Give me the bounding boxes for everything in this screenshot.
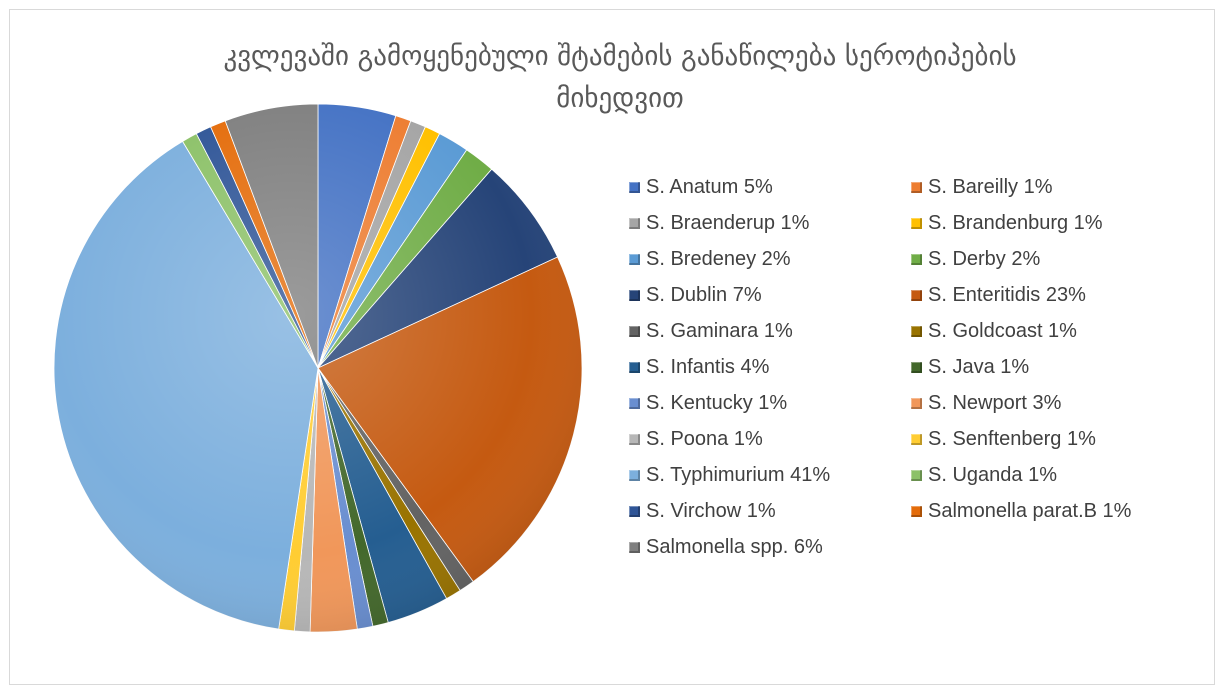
legend-item: S. Bredeney 2%	[629, 241, 791, 277]
chart-title-line-1: კვლევაში გამოყენებული შტამების განაწილებ…	[223, 41, 1017, 72]
legend-swatch	[629, 181, 640, 193]
legend-label: S. Brandenburg 1%	[928, 211, 1103, 234]
legend-label: S. Senftenberg 1%	[928, 427, 1096, 450]
legend-swatch	[911, 361, 922, 373]
legend-item: S. Dublin 7%	[629, 277, 762, 313]
pie-gloss	[54, 104, 582, 632]
legend-item: S. Poona 1%	[629, 421, 763, 457]
legend-item: S. Derby 2%	[911, 241, 1040, 277]
legend-swatch	[629, 325, 640, 337]
legend-item: S. Kentucky 1%	[629, 385, 787, 421]
legend-item: S. Java 1%	[911, 349, 1029, 385]
legend-swatch	[629, 505, 640, 517]
legend-swatch	[629, 361, 640, 373]
legend-swatch	[911, 433, 922, 445]
legend-item: Salmonella parat.B 1%	[911, 493, 1131, 529]
legend-label: S. Bredeney 2%	[646, 247, 791, 270]
legend-swatch	[911, 397, 922, 409]
legend-label: S. Braenderup 1%	[646, 211, 810, 234]
legend-item: S. Typhimurium 41%	[629, 457, 830, 493]
legend-label: S. Anatum 5%	[646, 175, 773, 198]
legend-label: S. Poona 1%	[646, 427, 763, 450]
legend-swatch	[629, 397, 640, 409]
chart-title-line-2: მიხედვით	[556, 83, 684, 114]
legend-label: S. Goldcoast 1%	[928, 319, 1077, 342]
legend-item: S. Newport 3%	[911, 385, 1061, 421]
legend-swatch	[911, 253, 922, 265]
legend-swatch	[629, 433, 640, 445]
legend-item: S. Gaminara 1%	[629, 313, 793, 349]
legend-item: S. Virchow 1%	[629, 493, 776, 529]
legend-label: S. Virchow 1%	[646, 499, 776, 522]
chart-title: კვლევაში გამოყენებული შტამების განაწილებ…	[120, 36, 1120, 120]
legend-label: S. Newport 3%	[928, 391, 1062, 414]
legend-swatch	[911, 469, 922, 481]
legend-item: S. Enteritidis 23%	[911, 277, 1086, 313]
legend-label: S. Typhimurium 41%	[646, 463, 831, 486]
legend-label: S. Infantis 4%	[646, 355, 770, 378]
legend-item: S. Uganda 1%	[911, 457, 1057, 493]
legend-item: S. Bareilly 1%	[911, 169, 1053, 205]
legend-item: Salmonella spp. 6%	[629, 529, 823, 565]
legend-swatch	[629, 217, 640, 229]
legend-label: Salmonella spp. 6%	[646, 535, 823, 558]
legend-swatch	[629, 289, 640, 301]
legend-swatch	[629, 541, 640, 553]
legend-swatch	[911, 181, 922, 193]
legend-swatch	[629, 253, 640, 265]
legend-swatch	[629, 469, 640, 481]
legend-item: S. Senftenberg 1%	[911, 421, 1096, 457]
legend-item: S. Infantis 4%	[629, 349, 769, 385]
legend-label: S. Kentucky 1%	[646, 391, 788, 414]
legend-swatch	[911, 289, 922, 301]
legend-label: S. Java 1%	[928, 355, 1030, 378]
legend-item: S. Brandenburg 1%	[911, 205, 1103, 241]
legend-label: S. Gaminara 1%	[646, 319, 793, 342]
legend-label: S. Bareilly 1%	[928, 175, 1053, 198]
legend-item: S. Anatum 5%	[629, 169, 773, 205]
legend-swatch	[911, 325, 922, 337]
legend-swatch	[911, 505, 922, 517]
legend-label: S. Derby 2%	[928, 247, 1041, 270]
legend-item: S. Braenderup 1%	[629, 205, 809, 241]
legend-label: Salmonella parat.B 1%	[928, 499, 1132, 522]
legend-swatch	[911, 217, 922, 229]
legend-label: S. Uganda 1%	[928, 463, 1057, 486]
legend-item: S. Goldcoast 1%	[911, 313, 1077, 349]
legend-label: S. Dublin 7%	[646, 283, 762, 306]
legend-label: S. Enteritidis 23%	[928, 283, 1086, 306]
